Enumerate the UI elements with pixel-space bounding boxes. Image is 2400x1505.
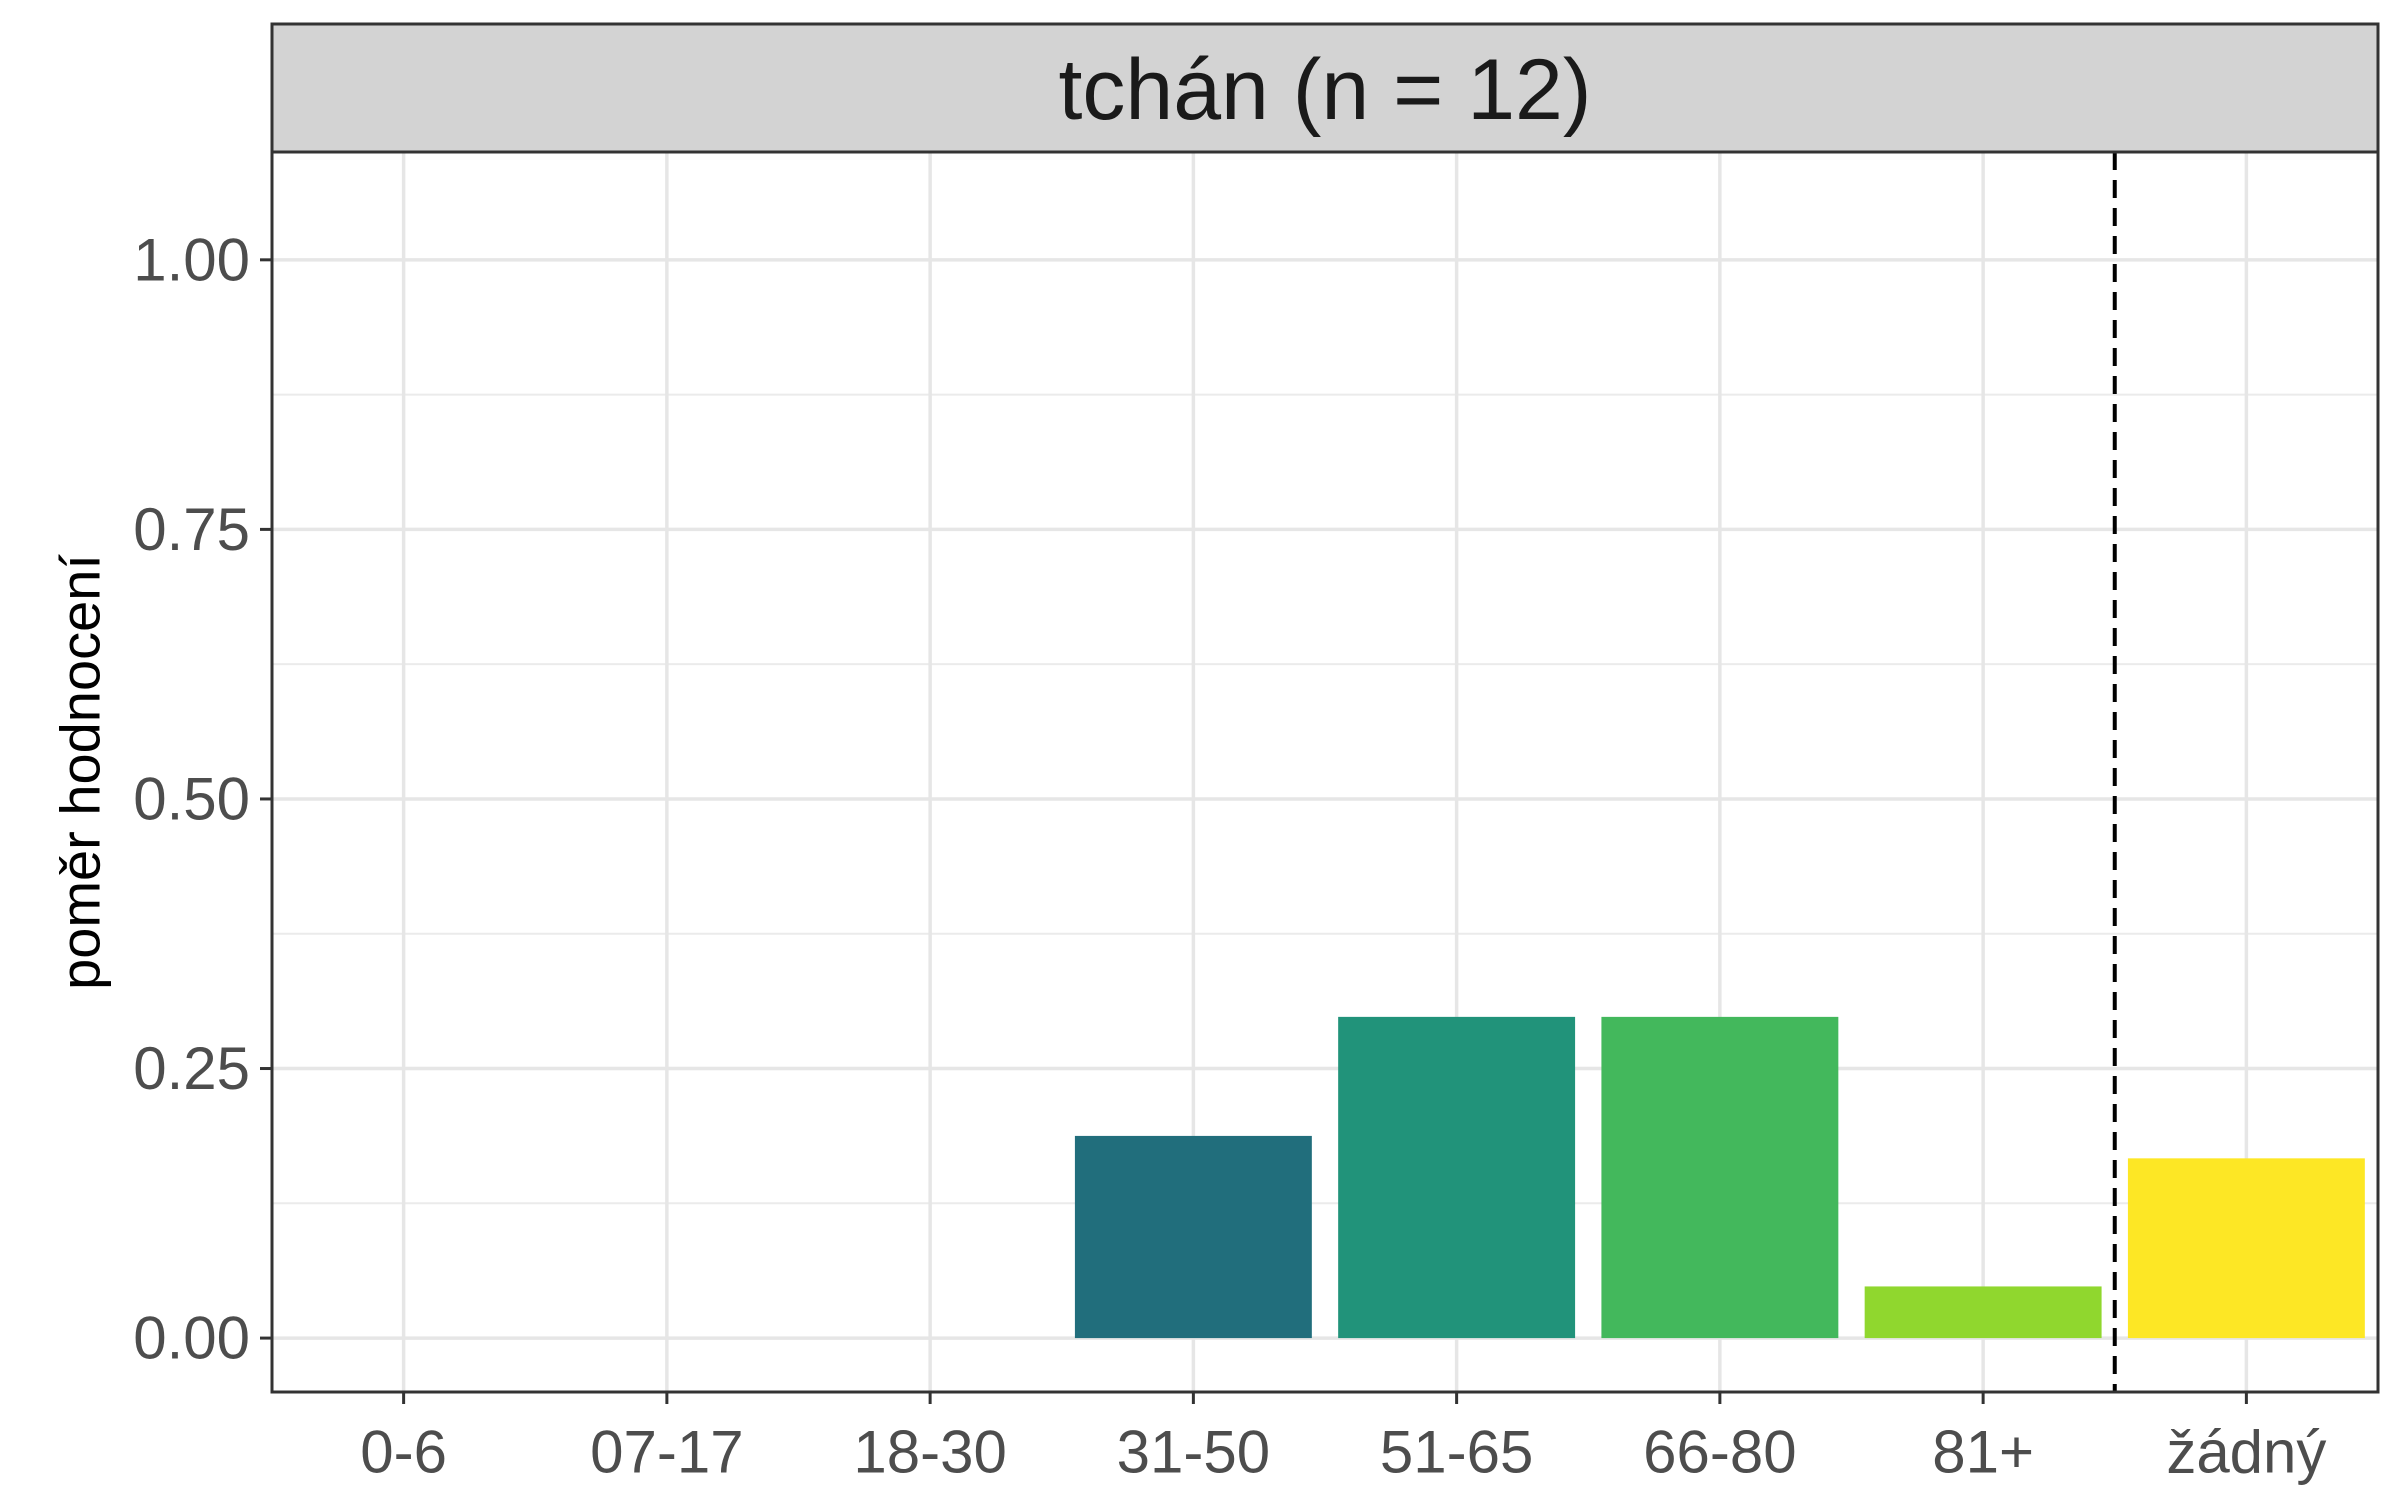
y-axis: 0.00 0.25 0.50 0.75 1.00 xyxy=(133,226,272,1372)
y-tick-label: 0.00 xyxy=(133,1305,250,1372)
y-tick-label: 0.50 xyxy=(133,765,250,832)
x-tick-label: 66-80 xyxy=(1643,1419,1796,1486)
bar-81+ xyxy=(1864,1286,2102,1339)
bar-žádný xyxy=(2127,1158,2365,1339)
x-tick-label: 18-30 xyxy=(853,1419,1006,1486)
bar-51-65 xyxy=(1338,1016,1576,1339)
x-tick-label: 81+ xyxy=(1932,1419,2034,1486)
x-tick-label: 31-50 xyxy=(1117,1419,1270,1486)
bars xyxy=(1074,1016,2365,1339)
y-tick-label: 0.25 xyxy=(133,1035,250,1102)
x-axis: 0-6 07-17 18-30 31-50 51-65 66-80 81+ žádný xyxy=(360,1392,2326,1486)
plot-panel xyxy=(272,152,2378,1392)
bar-66-80 xyxy=(1601,1016,1839,1339)
bar-31-50 xyxy=(1074,1135,1312,1339)
x-tick-label: žádný xyxy=(2166,1419,2326,1486)
y-axis-title: poměr hodnocení xyxy=(49,554,112,990)
y-tick-label: 0.75 xyxy=(133,496,250,563)
x-tick-label: 07-17 xyxy=(590,1419,743,1486)
x-tick-label: 0-6 xyxy=(360,1419,447,1486)
y-tick-label: 1.00 xyxy=(133,226,250,293)
facet-strip xyxy=(270,22,2380,154)
facet-title: tchán (n = 12) xyxy=(1058,42,1591,138)
x-tick-label: 51-65 xyxy=(1380,1419,1533,1486)
